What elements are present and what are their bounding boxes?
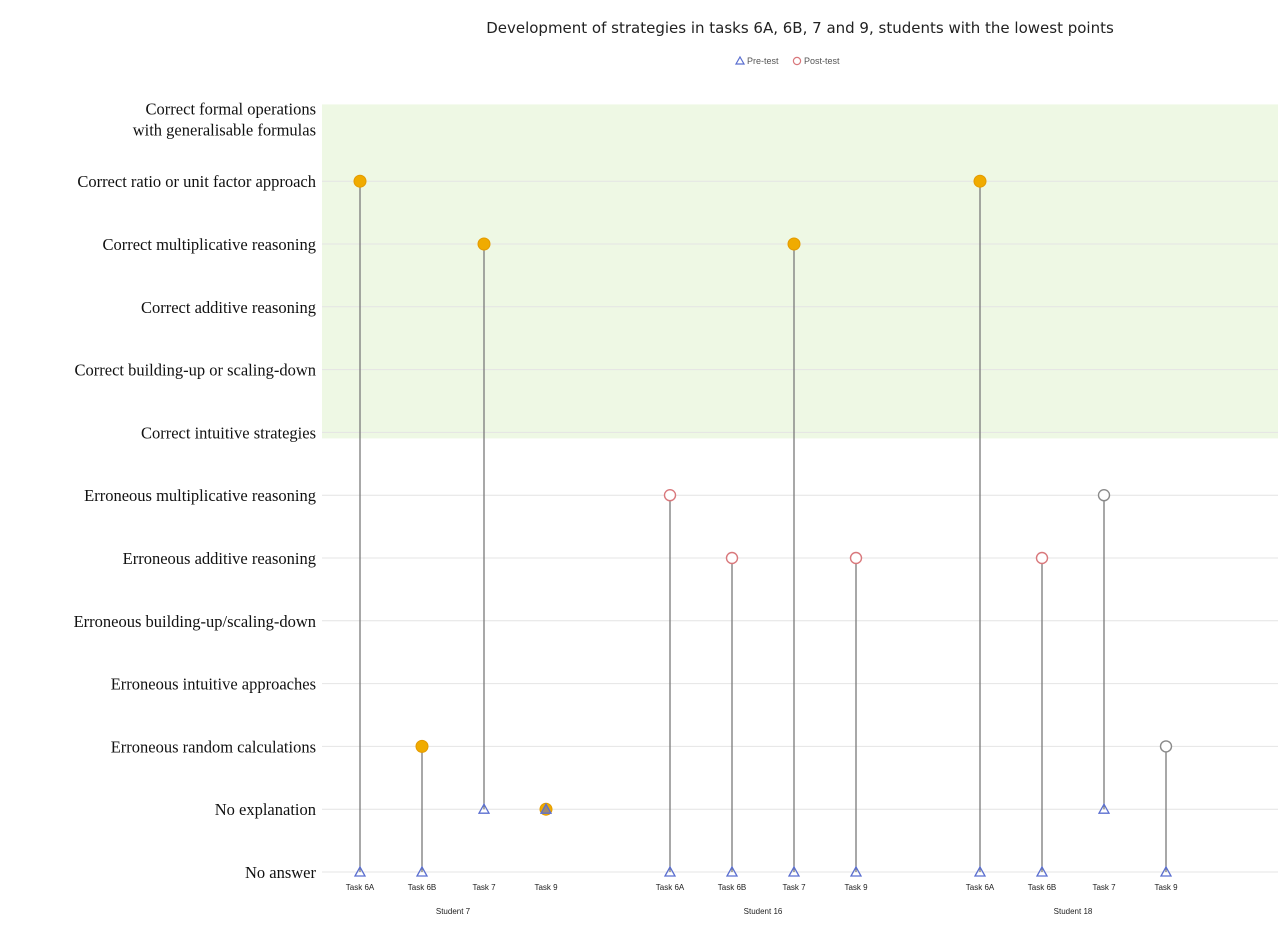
post-test-point [725, 551, 739, 565]
pre-test-point [725, 865, 739, 877]
y-label: Erroneous additive reasoning [123, 549, 316, 568]
group-labels: Student 7 Student 16 Student 18 [436, 907, 1093, 916]
pre-test-point [663, 865, 677, 877]
x-tick-label: Task 7 [1092, 883, 1116, 892]
y-label: Correct intuitive strategies [141, 423, 316, 442]
y-label: Erroneous random calculations [111, 737, 316, 756]
pre-test-point [477, 802, 491, 814]
x-tick-label: Task 7 [782, 883, 806, 892]
post-test-point [1159, 740, 1173, 753]
x-tick-label: Task 9 [844, 883, 868, 892]
y-label: Erroneous multiplicative reasoning [84, 486, 316, 505]
pre-test-point [1159, 865, 1173, 877]
y-label: Erroneous building-up/scaling-down [74, 612, 316, 631]
y-label: Erroneous intuitive approaches [111, 675, 316, 694]
y-label: Correct formal operations with generalisa… [133, 99, 316, 139]
post-test-point [415, 739, 429, 753]
legend: Pre-test Post-test [734, 55, 840, 66]
post-test-point [1097, 489, 1111, 502]
group-label: Student 16 [744, 907, 783, 916]
pre-test-point [787, 865, 801, 877]
x-tick-label: Task 6A [656, 883, 685, 892]
legend-pre-marker [734, 55, 746, 65]
group-label: Student 7 [436, 907, 471, 916]
legend-post-marker [792, 56, 802, 66]
pre-test-point [353, 865, 367, 877]
stems [359, 181, 1167, 872]
x-tick-label: Task 6B [1028, 883, 1056, 892]
x-tick-label: Task 6B [408, 883, 436, 892]
legend-pre-label: Pre-test [747, 56, 779, 66]
x-axis-tick-labels: Task 6A Task 6B Task 7 Task 9 Task 6A Task 6B… [346, 883, 1178, 892]
legend-post-label: Post-test [804, 56, 840, 66]
y-label: Correct additive reasoning [141, 298, 316, 317]
pre-test-point [1097, 802, 1111, 814]
post-test-point [787, 237, 801, 251]
post-test-point [973, 174, 987, 188]
markers [353, 174, 1173, 877]
pre-test-point [849, 865, 863, 877]
y-label: No explanation [215, 800, 316, 819]
post-test-point [663, 489, 677, 502]
group-label: Student 18 [1054, 907, 1093, 916]
x-tick-label: Task 9 [534, 883, 558, 892]
post-test-point [477, 237, 491, 251]
pre-test-point [1035, 865, 1049, 877]
pre-test-point [973, 865, 987, 877]
x-tick-label: Task 6B [718, 883, 746, 892]
correct-band [322, 104, 1278, 439]
chart-title: Development of strategies in tasks 6A, 6… [486, 19, 1114, 37]
x-tick-label: Task 9 [1154, 883, 1178, 892]
y-label: Correct ratio or unit factor approach [77, 172, 316, 191]
x-tick-label: Task 6A [346, 883, 375, 892]
y-axis-labels: No answer No explanation Erroneous random … [74, 99, 317, 882]
post-test-point [1035, 551, 1049, 565]
y-label: No answer [245, 863, 317, 882]
y-label: Correct building-up or scaling-down [75, 361, 317, 380]
post-test-point [353, 174, 367, 188]
y-label: Correct multiplicative reasoning [102, 235, 316, 254]
pre-test-point [415, 865, 429, 877]
pre-test-point [539, 802, 553, 814]
x-tick-label: Task 7 [472, 883, 496, 892]
x-tick-label: Task 6A [966, 883, 995, 892]
post-test-point [849, 551, 863, 565]
